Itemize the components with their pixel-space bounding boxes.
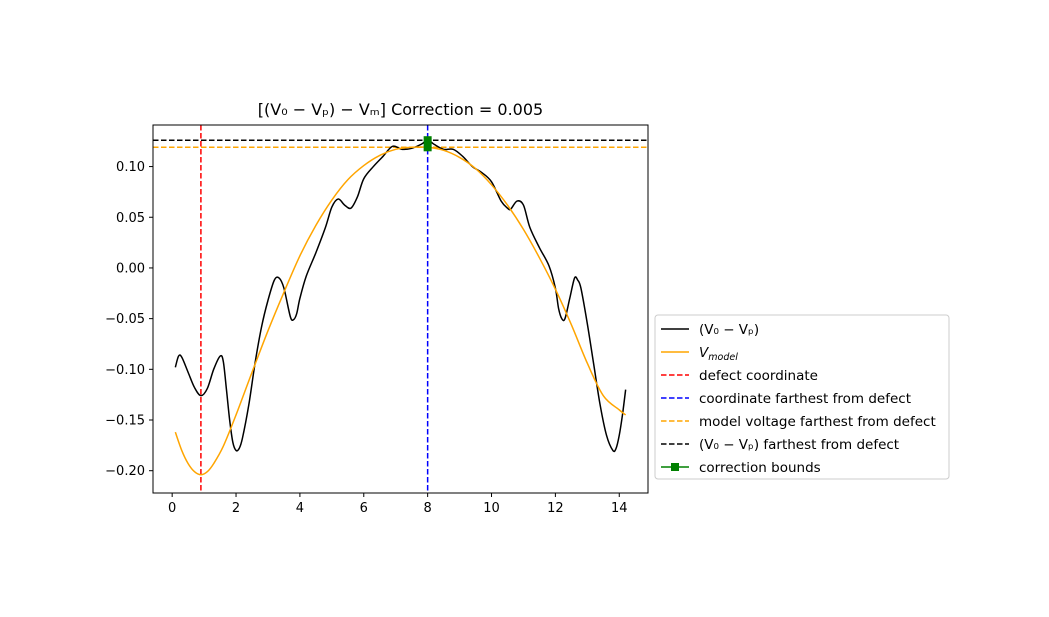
y-tick-label: −0.20 — [105, 464, 145, 479]
series-line-2 — [174, 146, 627, 476]
legend-label: Vmodel — [699, 345, 738, 363]
chart-title: [(V₀ − Vₚ) − Vₘ] Correction = 0.005 — [258, 100, 543, 119]
x-tick-label: 14 — [611, 501, 628, 516]
y-tick-label: −0.10 — [105, 363, 145, 378]
legend-label: defect coordinate — [699, 368, 818, 384]
x-tick-label: 4 — [296, 501, 304, 516]
legend-marker — [671, 463, 679, 471]
x-axis: 0 2 4 6 8 10 12 14 — [168, 493, 628, 516]
y-tick-label: −0.05 — [105, 312, 145, 327]
x-tick-label: 12 — [547, 501, 564, 516]
y-tick-label: 0.00 — [116, 261, 145, 276]
x-tick-label: 2 — [232, 501, 240, 516]
legend-label: correction bounds — [699, 460, 821, 476]
x-tick-label: 10 — [483, 501, 500, 516]
plot-area: 0 2 4 6 8 10 12 14 −0.20 −0.15 −0.10 −0.05 0.00 0.05… — [105, 124, 649, 516]
legend-label: model voltage farthest from defect — [699, 414, 936, 430]
x-tick-label: 8 — [424, 501, 432, 516]
axes-frame — [152, 124, 649, 494]
correction-bounds-marker — [423, 143, 432, 152]
series-line-1 — [174, 139, 627, 453]
legend-label: (V₀ − Vₚ) farthest from defect — [699, 437, 899, 453]
legend-label: coordinate farthest from defect — [699, 391, 911, 407]
y-axis: −0.20 −0.15 −0.10 −0.05 0.00 0.05 0.10 — [105, 160, 153, 479]
y-tick-label: 0.10 — [116, 160, 145, 175]
y-tick-label: −0.15 — [105, 414, 145, 429]
legend-label: (V₀ − Vₚ) — [699, 322, 759, 338]
x-tick-label: 6 — [360, 501, 368, 516]
legend: (V₀ − Vₚ) Vmodel defect coordinate coordina… — [654, 314, 950, 480]
legend-frame — [654, 314, 950, 480]
correction-bounds-marker — [423, 136, 432, 145]
y-tick-label: 0.05 — [116, 211, 145, 226]
x-tick-label: 0 — [168, 501, 176, 516]
